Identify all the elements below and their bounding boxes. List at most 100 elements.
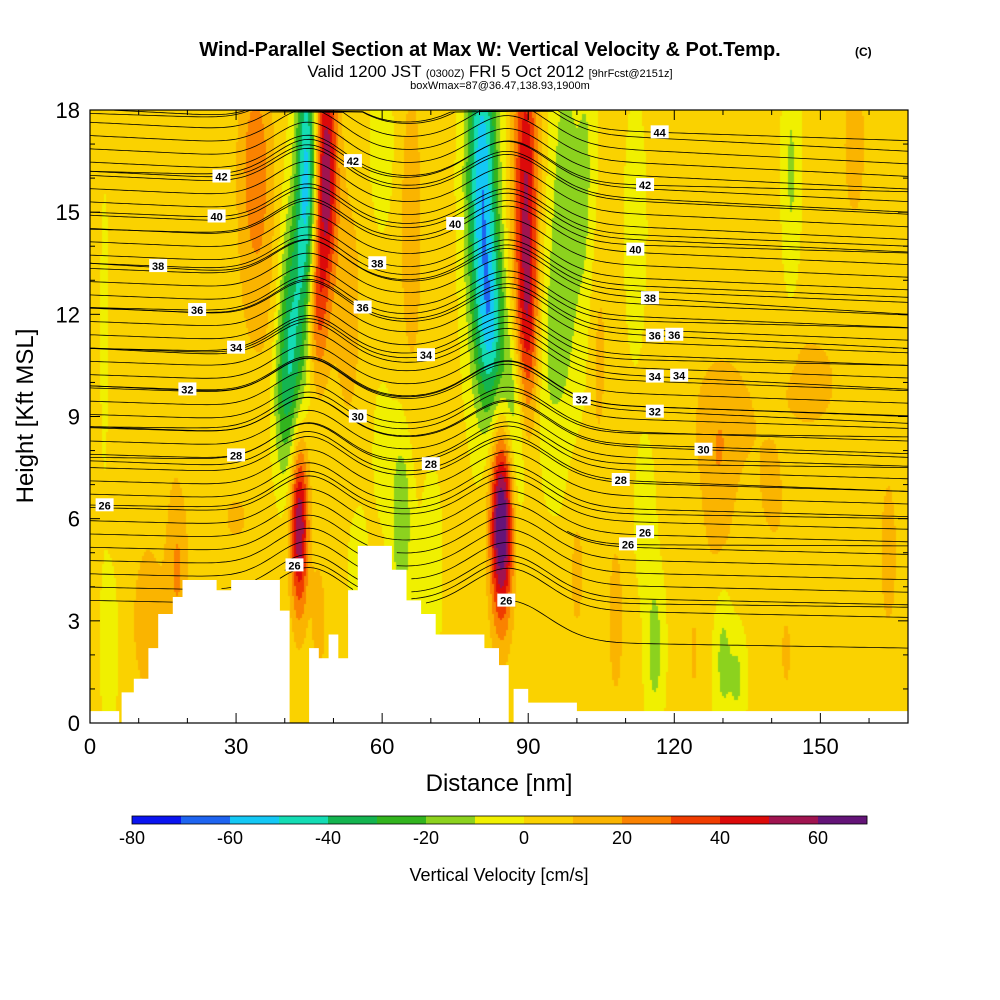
contour-label-box: [636, 525, 655, 539]
theta-contour-line: [90, 390, 908, 438]
theta-contour-line: [90, 501, 908, 555]
theta-contour-line: [90, 315, 908, 366]
contour-label-text: 40: [210, 211, 222, 223]
contour-label: 40: [446, 216, 465, 231]
contour-label-box: [227, 340, 246, 354]
theta-contour-line: [90, 488, 908, 543]
theta-contour-line: [90, 239, 908, 303]
contour-label-text: 42: [215, 171, 227, 183]
contour-label: 40: [626, 242, 645, 257]
contour-label-text: 38: [152, 261, 164, 273]
colorbar-swatch: [524, 816, 574, 824]
theta-contour-line: [90, 160, 908, 228]
contour-label-box: [636, 178, 655, 192]
contour-label: 40: [207, 209, 226, 223]
theta-contour-line: [90, 527, 359, 564]
contour-label: 34: [227, 340, 246, 355]
y-axis-label: Height [Kft MSL]: [12, 329, 39, 504]
contour-label-box: [611, 473, 630, 487]
contour-label: 36: [665, 327, 684, 342]
theta-contour-line: [90, 600, 173, 603]
contour-label-box: [650, 125, 669, 139]
contour-label-text: 34: [673, 371, 686, 383]
chart-title-mark: (C): [855, 45, 872, 59]
y-tick-label: 6: [68, 507, 80, 532]
theta-contour-line: [90, 121, 908, 190]
contour-label: 36: [353, 300, 372, 315]
theta-contour-line: [396, 529, 908, 580]
theta-contour-line: [90, 462, 908, 517]
contour-label-text: 34: [649, 372, 662, 384]
contour-label-box: [665, 327, 684, 341]
colorbar-swatch: [181, 816, 231, 824]
contour-label: 42: [343, 154, 362, 168]
contour-label-box: [645, 328, 664, 342]
theta-contour-line: [411, 560, 908, 608]
theta-contour-line: [90, 278, 908, 341]
subtitle-valid-time: Valid 1200 JST: [307, 62, 421, 81]
theta-contour-line: [90, 110, 908, 165]
theta-contour-line: [90, 252, 908, 316]
theta-contour-line: [90, 213, 908, 278]
colorbar-swatch: [377, 816, 427, 824]
subtitle-utc-time: (0300Z): [426, 68, 465, 80]
y-tick-label: 18: [56, 98, 80, 123]
contour-label: 28: [611, 473, 630, 487]
theta-contour-line: [90, 280, 908, 349]
chart-title: Wind-Parallel Section at Max W: Vertical…: [199, 39, 780, 61]
y-tick-label: 9: [68, 405, 80, 430]
theta-contour-line: [90, 421, 908, 468]
contour-label-text: 32: [181, 384, 193, 396]
contour-label-text: 26: [98, 500, 110, 512]
contour-label-box: [416, 348, 435, 362]
x-tick-label: 150: [802, 734, 839, 759]
contour-label-text: 32: [649, 407, 661, 419]
x-tick-label: 60: [370, 734, 394, 759]
contour-label: 42: [212, 169, 231, 183]
theta-contour-line: [411, 554, 908, 606]
contour-label: 28: [227, 448, 246, 462]
contour-label-box: [343, 154, 362, 168]
theta-contour-line: [90, 200, 908, 265]
contour-label-text: 30: [697, 445, 709, 457]
contour-label-box: [212, 169, 231, 183]
y-tick-label: 0: [68, 711, 80, 736]
theta-contour-line: [90, 318, 908, 379]
contour-label-text: 42: [639, 180, 651, 192]
colorbar-swatch: [622, 816, 672, 824]
contour-label: 26: [619, 537, 638, 551]
colorbar-tick-label: 20: [612, 828, 632, 848]
colorbar-swatch: [769, 816, 819, 824]
theta-contour-line: [90, 357, 908, 424]
contour-label: 26: [497, 593, 516, 608]
contour-label: 36: [188, 303, 207, 317]
colorbar-swatch: [573, 816, 623, 824]
theta-contour-line: [90, 291, 908, 354]
contour-label-box: [645, 369, 664, 383]
chart-subtitle: Valid 1200 JST (0300Z) FRI 5 Oct 2012 [9…: [307, 62, 672, 81]
contour-label-box: [645, 404, 664, 418]
contour-label-box: [640, 291, 659, 305]
contour-label-text: 36: [191, 305, 203, 317]
contour-label-text: 30: [352, 412, 364, 424]
theta-contour-line: [90, 110, 908, 141]
contour-label-text: 36: [668, 330, 680, 342]
theta-contour-line: [90, 110, 908, 177]
contour-label: 28: [421, 457, 440, 471]
contour-label: 38: [640, 291, 659, 305]
contour-label: 32: [572, 392, 591, 406]
contour-label-box: [207, 209, 226, 223]
colorbar-swatch: [328, 816, 378, 824]
theta-contour-line: [279, 567, 354, 590]
x-tick-label: 120: [656, 734, 693, 759]
contour-label-text: 32: [576, 394, 588, 406]
theta-contour-line: [90, 265, 908, 328]
contour-label-text: 28: [230, 450, 242, 462]
colorbar: -80 -60 -40 -20 0 20 40 60: [119, 815, 868, 848]
contour-label-text: 38: [371, 258, 383, 270]
y-tick-label: 15: [56, 200, 80, 225]
theta-contour-line: [221, 587, 232, 589]
colorbar-label: Vertical Velocity [cm/s]: [409, 865, 588, 885]
x-tick-label: 30: [224, 734, 248, 759]
